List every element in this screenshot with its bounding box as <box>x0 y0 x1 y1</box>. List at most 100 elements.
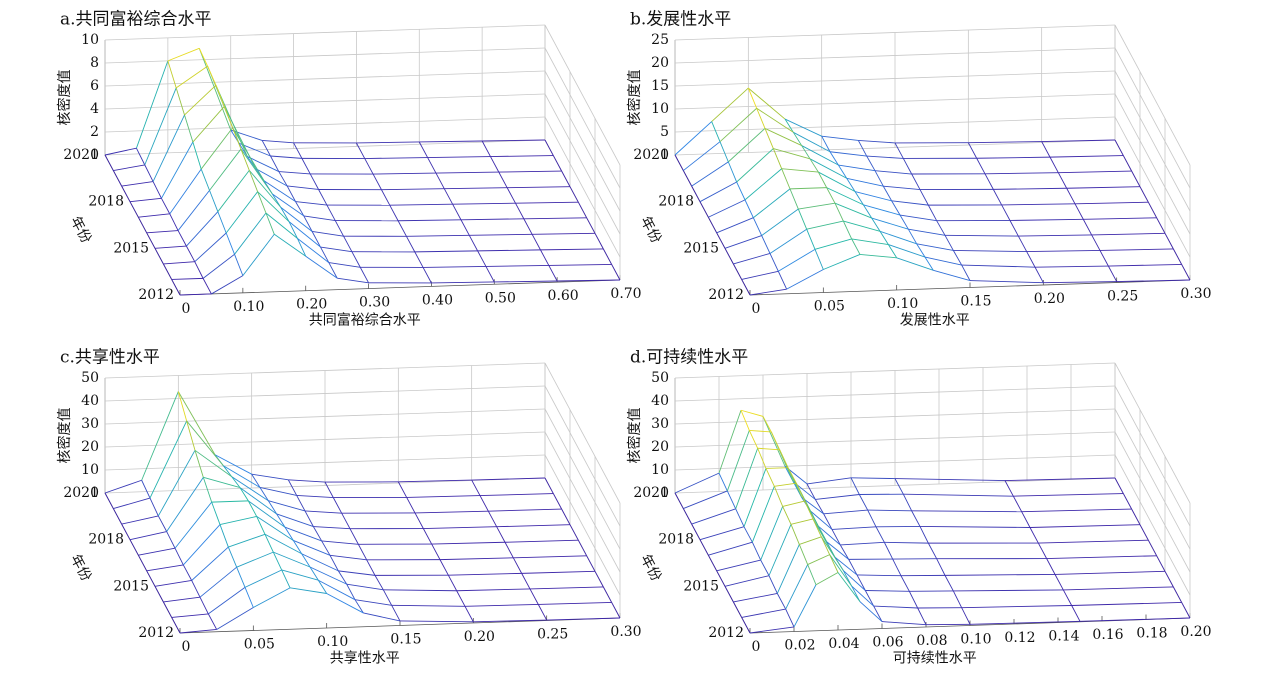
surface-segment <box>683 141 721 171</box>
surface-segment <box>448 572 522 576</box>
surface-segment <box>586 555 596 572</box>
surface-segment <box>320 246 352 253</box>
surface-segment <box>225 232 235 255</box>
surface-segment <box>144 164 154 182</box>
surface-segment <box>834 556 858 576</box>
surface-segment <box>261 140 271 157</box>
surface-segment <box>309 566 347 585</box>
x-tick-label: 0.20 <box>1180 624 1211 640</box>
grid-line <box>104 24 546 41</box>
surface-segment <box>272 551 283 571</box>
surface-segment <box>594 233 604 250</box>
surface-segment <box>281 569 291 589</box>
surface-segment <box>748 87 786 120</box>
surface-segment <box>757 447 780 451</box>
surface-segment <box>234 212 267 255</box>
z-tick-label: 0 <box>660 147 669 163</box>
surface-segment <box>141 480 151 499</box>
surface-segment <box>270 155 302 159</box>
surface-segment <box>762 416 786 467</box>
surface-segment <box>177 230 187 247</box>
grid-line <box>1114 93 1191 235</box>
surface-segment <box>295 201 305 217</box>
surface-segment <box>321 540 359 545</box>
surface-segment <box>129 539 139 556</box>
surface-segment <box>732 601 743 618</box>
surface-segment <box>129 201 139 218</box>
surface-segment <box>883 542 894 560</box>
surface-segment <box>858 140 896 144</box>
surface-segment <box>716 217 754 234</box>
surface-segment <box>691 161 729 187</box>
surface-segment <box>259 487 297 496</box>
surface-segment <box>699 201 709 218</box>
surface-segment <box>846 178 856 192</box>
y-axis-label: 年份 <box>67 552 94 584</box>
surface-segment <box>443 188 454 205</box>
surface-segment <box>232 127 242 150</box>
surface-segment <box>149 420 188 499</box>
surface-segment <box>477 249 541 252</box>
surface-segment <box>217 211 227 234</box>
grid-line <box>1114 70 1191 212</box>
surface-segment <box>452 202 516 205</box>
surface-segment <box>274 233 306 257</box>
grid-line <box>544 93 621 235</box>
surface-segment <box>232 127 265 181</box>
surface-segment <box>1001 203 1076 206</box>
surface-segment <box>944 573 1056 576</box>
surface-segment <box>439 557 514 561</box>
surface-segment <box>163 596 201 603</box>
surface-segment <box>304 510 314 527</box>
surface-segment <box>792 132 803 146</box>
surface-segment <box>834 202 872 219</box>
surface-segment <box>602 248 613 265</box>
surface-segment <box>136 147 146 166</box>
surface-segment <box>529 586 604 590</box>
surface-segment <box>899 214 937 222</box>
surface-segment <box>831 529 841 546</box>
surface-segment <box>765 468 775 487</box>
x-tick-label: 0.25 <box>1107 289 1138 305</box>
surface-segment <box>284 526 294 541</box>
surface-segment <box>538 601 612 605</box>
surface-segment <box>422 267 432 284</box>
surface-segment <box>329 555 339 572</box>
grid-line <box>104 139 546 156</box>
y-tick-label: 2021 <box>63 485 99 501</box>
surface-segment <box>208 586 246 615</box>
surface-segment <box>435 171 499 174</box>
surface-segment <box>104 492 114 509</box>
surface-segment <box>916 243 954 251</box>
surface-segment <box>557 279 621 282</box>
surface-segment <box>691 508 736 525</box>
surface-segment <box>225 191 258 234</box>
surface-segment <box>259 487 269 501</box>
surface-segment <box>473 619 547 623</box>
surface-segment <box>544 139 554 156</box>
surface-segment <box>199 566 237 598</box>
surface-segment <box>842 220 853 240</box>
surface-segment <box>552 493 563 510</box>
surface-segment <box>806 477 852 485</box>
surface-segment <box>136 60 169 149</box>
surface-segment <box>806 229 816 250</box>
surface-segment <box>1122 493 1133 510</box>
surface-segment <box>296 494 334 499</box>
surface-segment <box>231 476 269 502</box>
x-tick-label: 0.10 <box>960 632 991 648</box>
surface-segment <box>295 201 327 206</box>
surface-segment <box>848 559 858 576</box>
surface-segment <box>1156 555 1166 572</box>
surface-segment <box>1058 170 1132 174</box>
surface-segment <box>431 543 441 560</box>
y-tick-label: 2015 <box>113 578 149 594</box>
surface-segment <box>1114 139 1124 156</box>
surface-segment <box>707 217 718 233</box>
surface-segment <box>917 607 927 625</box>
surface-segment <box>397 220 407 237</box>
surface-segment <box>888 244 926 258</box>
surface-segment <box>262 139 294 144</box>
surface-segment <box>104 154 114 171</box>
